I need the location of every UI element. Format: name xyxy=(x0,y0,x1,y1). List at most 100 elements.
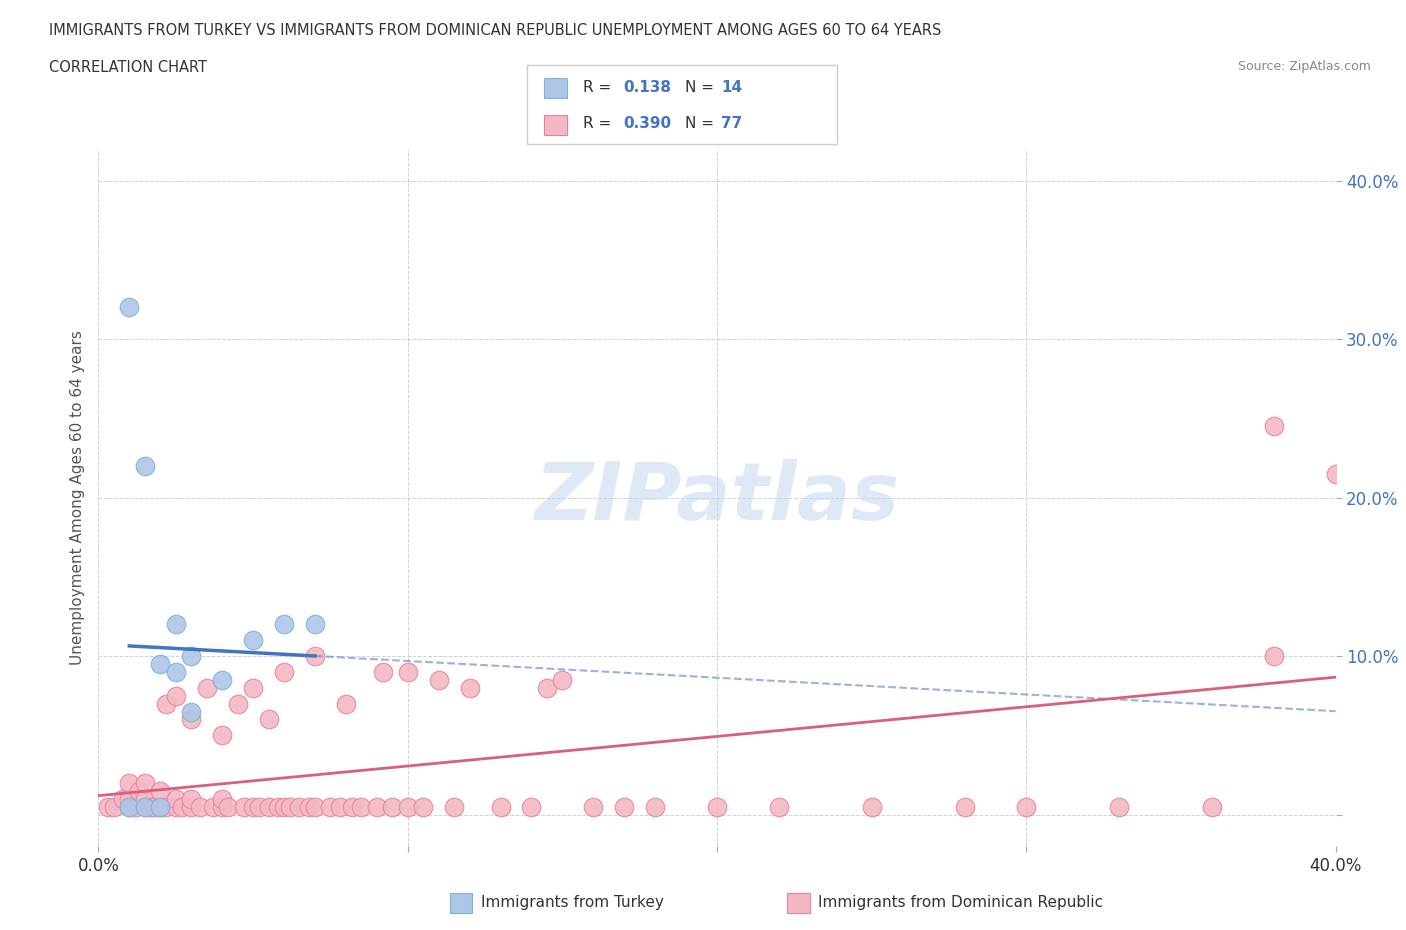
Point xyxy=(134,458,156,473)
Point xyxy=(118,799,141,814)
Point xyxy=(149,799,172,814)
Point xyxy=(582,799,605,814)
Point xyxy=(139,799,162,814)
Point xyxy=(520,799,543,814)
Point xyxy=(1201,799,1223,814)
Point xyxy=(211,672,233,687)
Point xyxy=(180,799,202,814)
Point xyxy=(190,799,212,814)
Text: 77: 77 xyxy=(721,116,742,131)
Point xyxy=(536,681,558,696)
Point xyxy=(242,632,264,647)
Point xyxy=(155,697,177,711)
Point xyxy=(278,799,301,814)
Point xyxy=(319,799,342,814)
Point xyxy=(412,799,434,814)
Point xyxy=(489,799,512,814)
Point xyxy=(1263,648,1285,663)
Point xyxy=(149,783,172,798)
Point xyxy=(366,799,388,814)
Point xyxy=(644,799,666,814)
Point xyxy=(396,799,419,814)
Point xyxy=(134,791,156,806)
Point xyxy=(180,704,202,719)
Point xyxy=(953,799,976,814)
Point xyxy=(551,672,574,687)
Text: N =: N = xyxy=(685,116,718,131)
Point xyxy=(165,791,187,806)
Point xyxy=(257,799,280,814)
Point xyxy=(257,712,280,727)
Point xyxy=(1015,799,1038,814)
Point xyxy=(165,664,187,679)
Point xyxy=(112,791,135,806)
Point xyxy=(232,799,254,814)
Point xyxy=(195,681,218,696)
Point xyxy=(1108,799,1130,814)
Point xyxy=(247,799,270,814)
Point xyxy=(165,617,187,631)
Point xyxy=(118,776,141,790)
Point xyxy=(134,799,156,814)
Y-axis label: Unemployment Among Ages 60 to 64 years: Unemployment Among Ages 60 to 64 years xyxy=(69,330,84,665)
Point xyxy=(298,799,321,814)
Point xyxy=(1324,466,1347,481)
Point xyxy=(242,681,264,696)
Text: 14: 14 xyxy=(721,80,742,95)
Point xyxy=(242,799,264,814)
Point xyxy=(211,791,233,806)
Point xyxy=(267,799,290,814)
Point xyxy=(165,688,187,703)
Point xyxy=(180,791,202,806)
Point xyxy=(170,799,193,814)
Point xyxy=(149,799,172,814)
Point xyxy=(134,776,156,790)
Point xyxy=(97,799,120,814)
Point xyxy=(304,799,326,814)
Point xyxy=(371,664,394,679)
Text: CORRELATION CHART: CORRELATION CHART xyxy=(49,60,207,75)
Point xyxy=(211,799,233,814)
Text: N =: N = xyxy=(685,80,718,95)
Point xyxy=(118,791,141,806)
Point xyxy=(1263,418,1285,433)
Text: R =: R = xyxy=(583,80,617,95)
Point xyxy=(458,681,481,696)
Point xyxy=(226,697,249,711)
Point xyxy=(124,799,146,814)
Point xyxy=(143,799,166,814)
Point xyxy=(304,617,326,631)
Point xyxy=(768,799,790,814)
Point xyxy=(613,799,636,814)
Point xyxy=(118,299,141,314)
Point xyxy=(165,799,187,814)
Point xyxy=(329,799,352,814)
Point xyxy=(350,799,373,814)
Text: Immigrants from Turkey: Immigrants from Turkey xyxy=(481,895,664,910)
Point xyxy=(396,664,419,679)
Point xyxy=(304,648,326,663)
Point xyxy=(103,799,125,814)
Text: Immigrants from Dominican Republic: Immigrants from Dominican Republic xyxy=(818,895,1104,910)
Text: 0.138: 0.138 xyxy=(623,80,671,95)
Point xyxy=(180,712,202,727)
Point xyxy=(211,728,233,743)
Point xyxy=(427,672,450,687)
Point xyxy=(273,664,295,679)
Point xyxy=(118,799,141,814)
Point xyxy=(149,657,172,671)
Point xyxy=(706,799,728,814)
Text: R =: R = xyxy=(583,116,617,131)
Text: IMMIGRANTS FROM TURKEY VS IMMIGRANTS FROM DOMINICAN REPUBLIC UNEMPLOYMENT AMONG : IMMIGRANTS FROM TURKEY VS IMMIGRANTS FRO… xyxy=(49,23,942,38)
Point xyxy=(134,799,156,814)
Point xyxy=(273,799,295,814)
Point xyxy=(180,648,202,663)
Point xyxy=(201,799,224,814)
Point xyxy=(381,799,404,814)
Point xyxy=(128,783,150,798)
Point xyxy=(217,799,239,814)
Point xyxy=(273,617,295,631)
Point xyxy=(288,799,311,814)
Point xyxy=(335,697,357,711)
Point xyxy=(860,799,883,814)
